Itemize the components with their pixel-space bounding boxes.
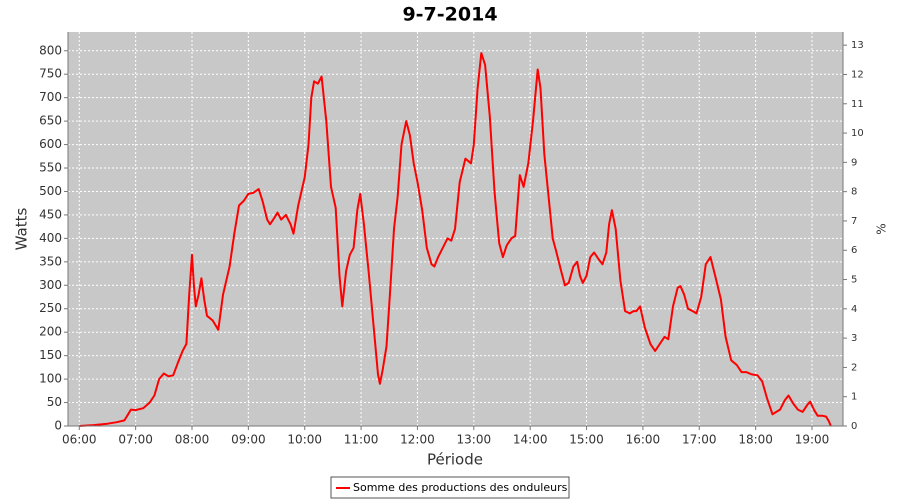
y2-tick-label: 5 <box>851 275 857 286</box>
y-tick-label: 0 <box>54 419 62 433</box>
y2-tick-label: 11 <box>851 99 864 110</box>
y-tick-label: 700 <box>39 90 62 104</box>
marks <box>79 52 832 427</box>
y-tick-label: 750 <box>39 67 62 81</box>
y2-tick-label: 1 <box>851 392 857 403</box>
y-tick-label: 400 <box>39 231 62 245</box>
x-tick-label: 13:00 <box>457 433 492 447</box>
line-series <box>79 52 832 427</box>
y-tick-label: 100 <box>39 372 62 386</box>
y-tick-label: 650 <box>39 114 62 128</box>
y2-tick-label: 7 <box>851 216 857 227</box>
y-tick-label: 50 <box>47 395 62 409</box>
x-tick-label: 06:00 <box>62 433 97 447</box>
y-tick-label: 800 <box>39 43 62 57</box>
y2-tick-label: 13 <box>851 40 864 51</box>
y2-tick-label: 3 <box>851 333 857 344</box>
y2-tick-label: 4 <box>851 304 857 315</box>
y-tick-label: 500 <box>39 184 62 198</box>
x-tick-label: 16:00 <box>626 433 661 447</box>
grid <box>68 32 843 427</box>
y2-tick-label: 8 <box>851 187 857 198</box>
x-axis-title: Période <box>427 451 483 469</box>
y2-axis-title: % <box>875 223 889 234</box>
y2-tick-label: 10 <box>851 128 864 139</box>
x-tick-label: 12:00 <box>400 433 435 447</box>
y2-tick-label: 2 <box>851 362 857 373</box>
y2-tick-label: 9 <box>851 157 857 168</box>
y-tick-label: 300 <box>39 278 62 292</box>
x-tick-label: 09:00 <box>231 433 266 447</box>
x-tick-label: 15:00 <box>569 433 604 447</box>
legend <box>330 476 570 499</box>
x-tick-label: 08:00 <box>175 433 210 447</box>
y-tick-label: 350 <box>39 254 62 268</box>
y2-tick-label: 0 <box>851 421 857 432</box>
x-tick-label: 18:00 <box>738 433 773 447</box>
y-axis-title: Watts <box>13 208 31 251</box>
x-tick-label: 14:00 <box>513 433 548 447</box>
y-tick-label: 150 <box>39 348 62 362</box>
x-tick-label: 07:00 <box>118 433 153 447</box>
x-tick-label: 10:00 <box>287 433 322 447</box>
chart-title: 9-7-2014 <box>402 4 497 26</box>
y-tick-label: 450 <box>39 207 62 221</box>
legend-label: Somme des productions des onduleurs <box>353 481 568 494</box>
y-tick-label: 550 <box>39 161 62 175</box>
y-tick-label: 600 <box>39 137 62 151</box>
y2-tick-label: 12 <box>851 69 864 80</box>
x-tick-label: 17:00 <box>682 433 717 447</box>
x-tick-label: 11:00 <box>344 433 379 447</box>
x-tick-label: 19:00 <box>795 433 830 447</box>
y2-tick-label: 6 <box>851 245 857 256</box>
y-tick-label: 200 <box>39 325 62 339</box>
y-tick-label: 250 <box>39 301 62 315</box>
